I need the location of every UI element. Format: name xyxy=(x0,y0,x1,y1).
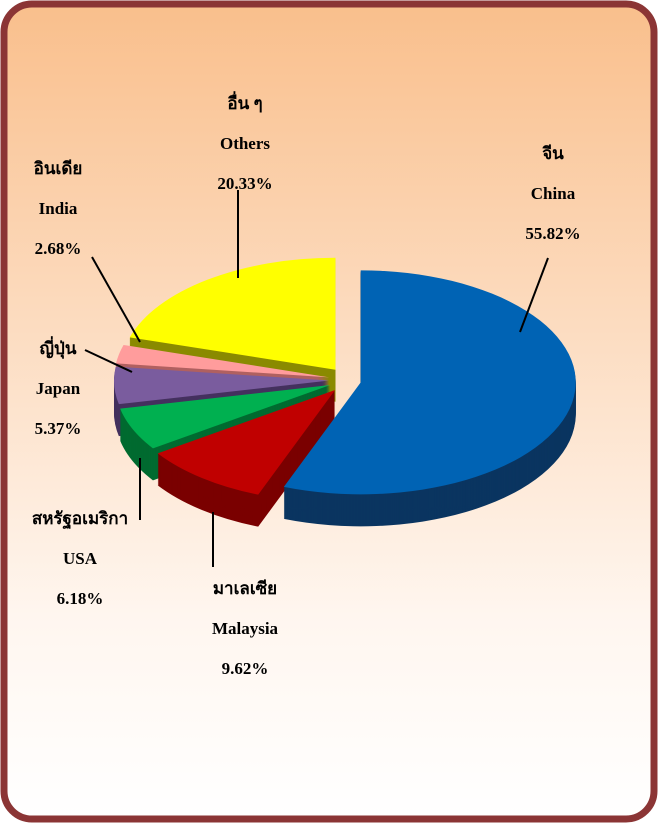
label-name: China xyxy=(531,184,576,203)
leader-line xyxy=(84,349,133,373)
label-thai: สหรัฐอเมริกา xyxy=(32,509,128,530)
slice xyxy=(283,270,576,495)
label-name: Malaysia xyxy=(212,619,279,638)
leader-line xyxy=(91,256,141,343)
data-label: 5.37% xyxy=(35,419,82,438)
pie xyxy=(114,257,576,527)
label-thai: ญี่ปุ่น xyxy=(40,336,77,359)
slice xyxy=(129,257,336,370)
data-label: 2.68% xyxy=(35,239,82,258)
label-name: Japan xyxy=(36,379,81,398)
label-thai: จีน xyxy=(542,143,564,163)
slice xyxy=(114,366,330,405)
label-thai: อื่น ๆ xyxy=(227,91,262,113)
slice xyxy=(157,390,336,495)
label-name: India xyxy=(39,199,78,218)
slice xyxy=(120,385,331,449)
leader-line xyxy=(519,257,549,333)
label-name: Others xyxy=(220,134,270,153)
data-label: 55.82% xyxy=(525,224,580,243)
label-name: USA xyxy=(63,549,98,568)
data-label: 20.33% xyxy=(217,174,272,193)
data-label: 6.18% xyxy=(57,589,104,608)
slice xyxy=(116,344,330,378)
label-thai: มาเลเซีย xyxy=(213,578,277,598)
data-label: 9.62% xyxy=(222,659,269,678)
label-thai: อินเดีย xyxy=(34,158,83,178)
labels: จีน China 55.82% มาเลเซีย Malaysia 9.62% สหรัฐ… xyxy=(32,91,581,678)
